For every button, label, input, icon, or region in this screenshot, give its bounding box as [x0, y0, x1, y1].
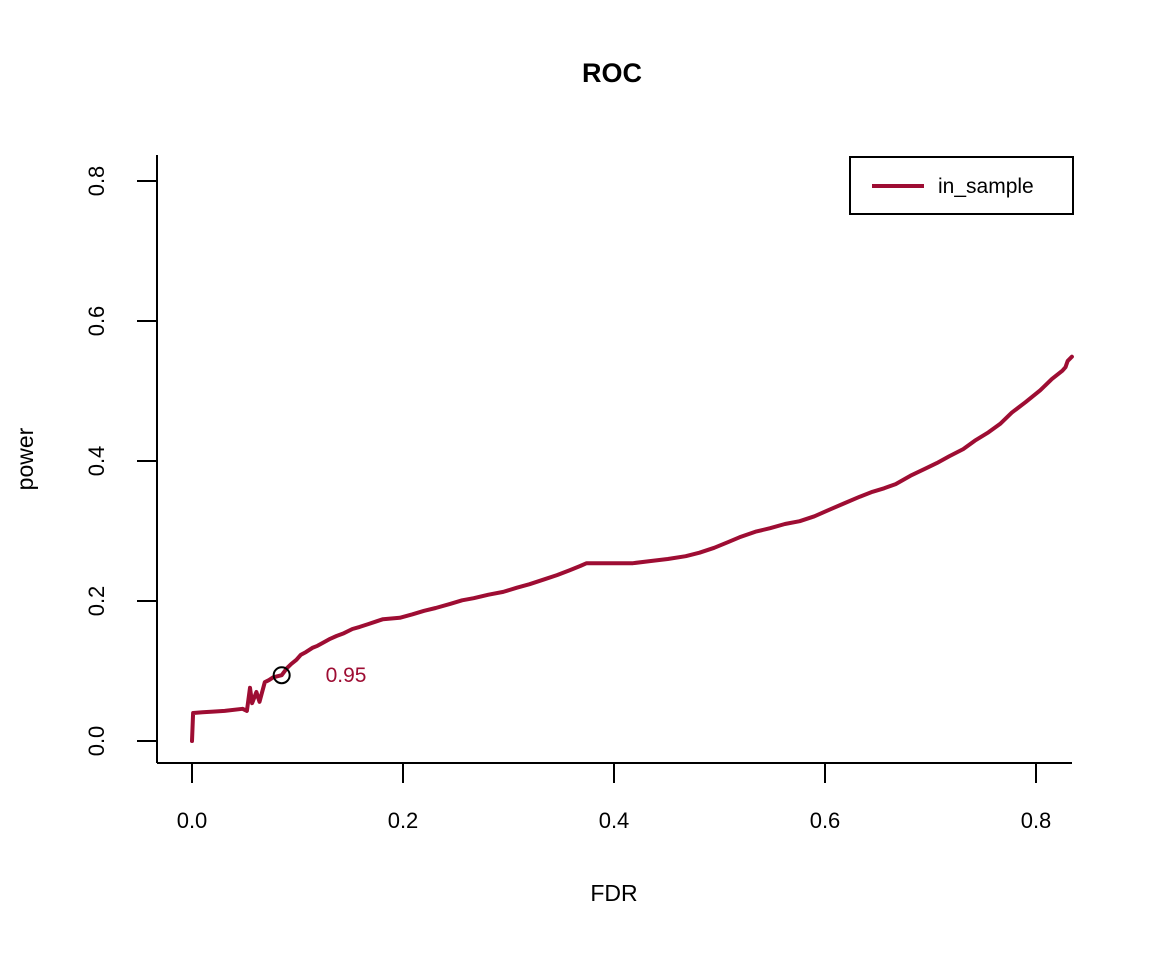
chart-title: ROC — [582, 58, 642, 88]
x-tick-label: 0.6 — [810, 808, 841, 833]
annotation-layer: 0.95 — [272, 664, 367, 687]
curve-in_sample — [190, 354, 1074, 743]
threshold-annotation: 0.95 — [326, 664, 367, 687]
x-tick-label: 0.2 — [388, 808, 419, 833]
legend-entry-label: in_sample — [938, 175, 1034, 198]
y-tick-label: 0.2 — [84, 586, 109, 617]
threshold-marker-circle — [272, 666, 291, 685]
x-axis-label: FDR — [590, 880, 637, 906]
x-tick-label: 0.4 — [599, 808, 630, 833]
y-tick-label: 0.0 — [84, 726, 109, 757]
series-layer — [190, 354, 1074, 743]
y-tick-label: 0.4 — [84, 446, 109, 477]
y-axis-label: power — [12, 427, 38, 490]
axes-layer: 0.0 0.2 0.4 0.6 0.8 0.0 0.2 0.4 0.6 0.8 — [84, 155, 1072, 833]
y-tick-label: 0.6 — [84, 306, 109, 337]
x-tick-label: 0.8 — [1021, 808, 1052, 833]
legend: in_sample — [849, 156, 1074, 215]
y-tick-label: 0.8 — [84, 166, 109, 197]
x-tick-label: 0.0 — [177, 808, 208, 833]
